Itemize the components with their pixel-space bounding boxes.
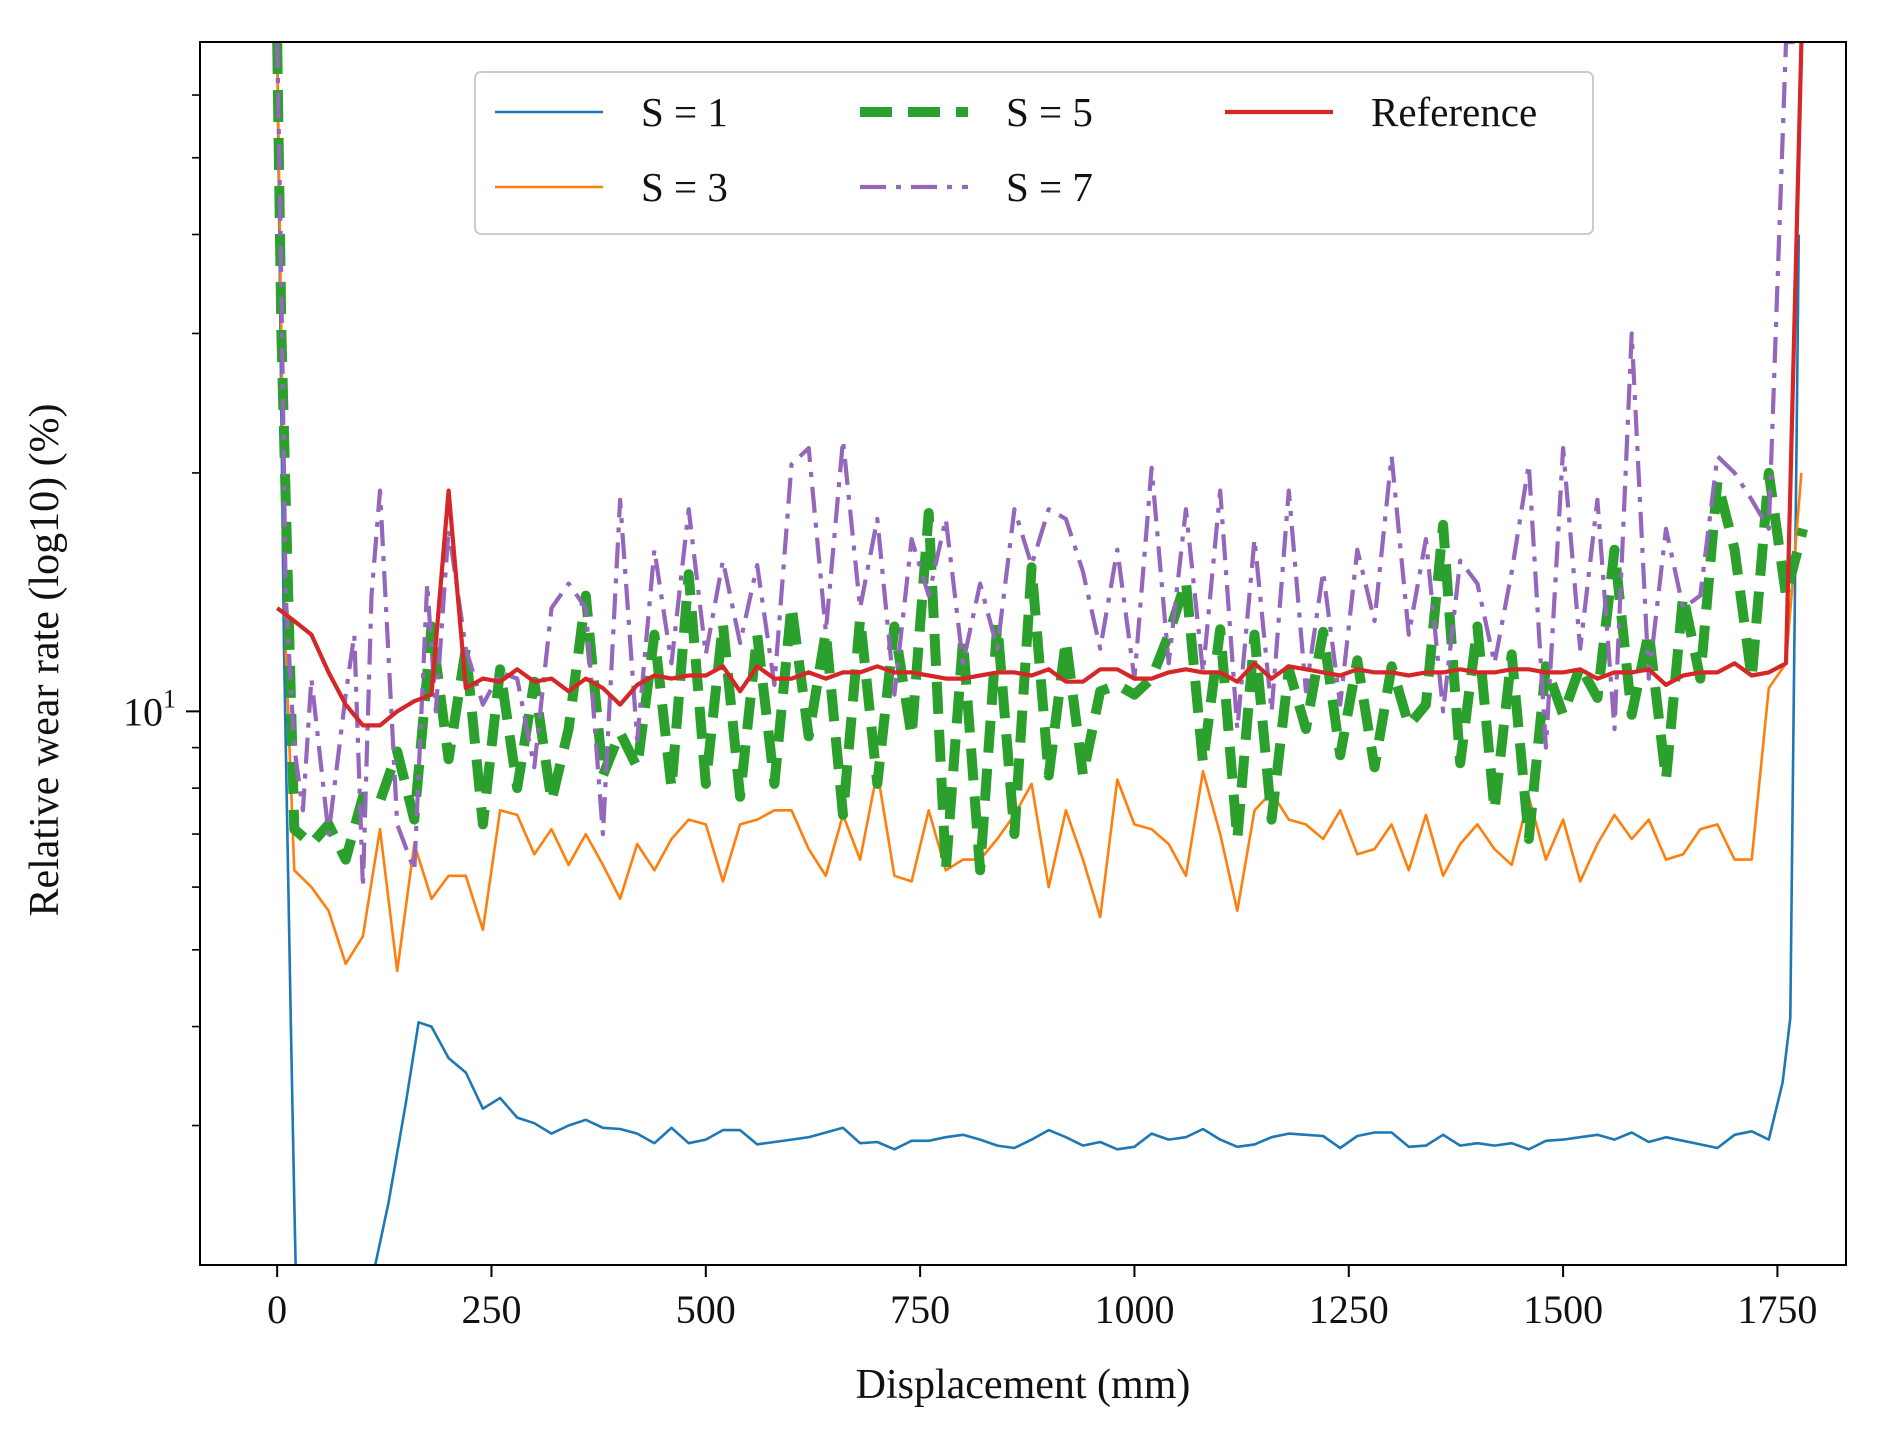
series-line-reference	[275, 42, 1804, 728]
legend-label-s-7: S = 7	[1006, 164, 1093, 210]
y-tick-label-base: 10	[123, 689, 163, 734]
plot-area	[200, 42, 1846, 1265]
legend-label-reference: Reference	[1371, 89, 1537, 135]
series-line-s-3	[275, 42, 1803, 973]
y-tick-label: 101	[123, 684, 176, 734]
x-axis-label: Displacement (mm)	[856, 1362, 1191, 1408]
series-layer	[272, 42, 1808, 1265]
x-tick-label: 0	[267, 1287, 287, 1332]
x-tick-label: 1750	[1737, 1287, 1817, 1332]
x-tick-label: 750	[890, 1287, 950, 1332]
series-line-s-5	[272, 42, 1808, 876]
x-tick-label: 1500	[1523, 1287, 1603, 1332]
legend-label-s-3: S = 3	[641, 164, 728, 210]
y-axis-ticks: 101	[123, 94, 200, 1127]
x-tick-label: 1000	[1094, 1287, 1174, 1332]
plot-frame	[199, 41, 1847, 1266]
legend: S = 1 S = 3 S = 5 S = 7 Reference	[474, 71, 1594, 235]
y-axis-label: Relative wear rate (log10) (%)	[22, 403, 68, 916]
x-tick-label: 250	[461, 1287, 521, 1332]
x-axis-ticks: 0 250 500 750 1000 1250 1500 1750	[267, 1265, 1817, 1332]
legend-label-s-5: S = 5	[1006, 89, 1093, 135]
series-line-s-1	[275, 42, 1801, 1265]
series-line-s-7	[275, 42, 1795, 890]
x-tick-label: 1250	[1309, 1287, 1389, 1332]
legend-label-s-1: S = 1	[641, 89, 728, 135]
x-tick-label: 500	[676, 1287, 736, 1332]
y-tick-label-exponent: 1	[163, 684, 176, 713]
